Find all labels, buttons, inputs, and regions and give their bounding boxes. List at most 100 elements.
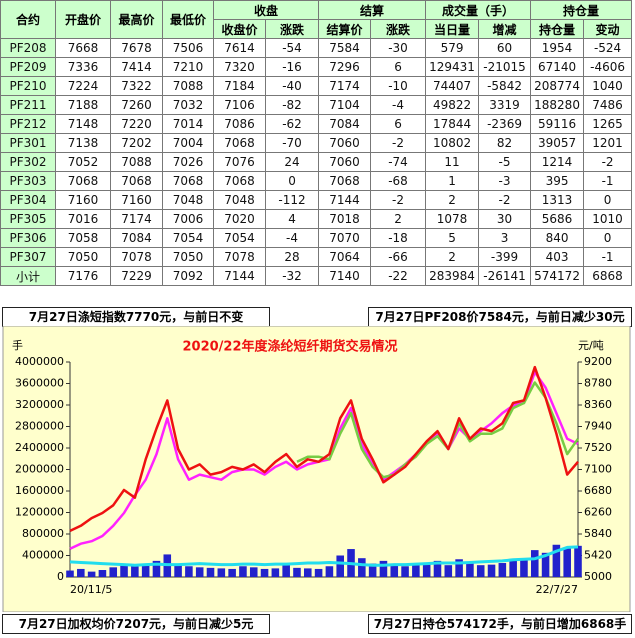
- y2-tick-label: 7940: [584, 420, 612, 433]
- cell: -4606: [583, 57, 633, 77]
- header-cell: 结算价: [318, 19, 372, 39]
- cell: 574172: [530, 266, 585, 286]
- cell: -5: [478, 152, 532, 172]
- bar: [314, 568, 323, 577]
- data-row: PF210 7224 7322 7088 7184 -40 7174 -10 74407 -584…: [0, 76, 633, 96]
- cell: 7060: [318, 152, 372, 172]
- bar: [98, 570, 107, 577]
- line: [69, 370, 579, 550]
- cell: 7068: [318, 171, 372, 191]
- header-row: 收盘价 涨跌 结算价 涨跌 当日量 增减 持仓量 变动: [1, 19, 633, 39]
- y-tick-label: 3200000: [15, 398, 64, 411]
- header-cell: 持仓量: [530, 0, 633, 20]
- cell: -2: [583, 152, 633, 172]
- cell: -2: [370, 190, 427, 210]
- cell: 7210: [162, 57, 214, 77]
- bar: [520, 558, 528, 577]
- cell: 7006: [162, 209, 214, 229]
- cell: 10802: [425, 133, 480, 153]
- header-cell: 成交量（手）: [425, 0, 532, 20]
- cell: -74: [370, 152, 427, 172]
- header-cell: 合约: [0, 0, 56, 39]
- y-tick-label: 0: [57, 570, 64, 583]
- bar: [390, 565, 399, 577]
- cell: 7229: [110, 266, 163, 286]
- cell: PF304: [0, 190, 56, 210]
- cell: -18: [370, 228, 427, 248]
- data-row: PF302 7052 7088 7026 7076 24 7060 -74 11 -5 1214 -2: [0, 152, 633, 172]
- cell: 7088: [162, 76, 214, 96]
- bar: [141, 565, 150, 577]
- cell: -30: [370, 38, 427, 58]
- y2-tick-label: 8360: [584, 398, 612, 411]
- cell: 7144: [318, 190, 372, 210]
- cell: 7048: [162, 190, 214, 210]
- cell: 82: [478, 133, 532, 153]
- y2-tick-label: 5420: [584, 549, 612, 562]
- bar: [498, 563, 507, 577]
- cell: -112: [264, 190, 320, 210]
- cell: 7260: [110, 95, 163, 115]
- bar: [293, 567, 301, 577]
- cell: 24: [264, 152, 320, 172]
- cell: 1214: [530, 152, 585, 172]
- bar: [152, 560, 161, 577]
- bar: [412, 564, 420, 577]
- cell: 7084: [318, 114, 372, 134]
- cell: 小计: [0, 266, 56, 286]
- cell: 1954: [530, 38, 585, 58]
- cell: 6: [370, 114, 427, 134]
- x-tick-label: 22/7/27: [536, 583, 578, 596]
- bar: [476, 565, 485, 577]
- data-row: PF301 7138 7202 7004 7068 -70 7060 -2 10802 82 390…: [0, 133, 633, 153]
- bar: [325, 566, 334, 577]
- cell: 7202: [110, 133, 163, 153]
- cell: 11: [425, 152, 480, 172]
- bar: [239, 566, 247, 577]
- cell: 7076: [213, 152, 266, 172]
- cell: 0: [583, 190, 633, 210]
- cell: 60: [478, 38, 532, 58]
- cell: 7004: [162, 133, 214, 153]
- cell: 7144: [213, 266, 266, 286]
- cell: -82: [264, 95, 320, 115]
- cell: 7032: [162, 95, 214, 115]
- y-tick-label: 400000: [22, 549, 64, 562]
- y2-axis-label: 元/吨: [578, 339, 604, 352]
- y-axis-label: 手: [12, 338, 23, 352]
- bar: [282, 563, 290, 577]
- cell: 7176: [55, 266, 111, 286]
- cell: -1: [583, 247, 633, 267]
- cell: PF208: [0, 38, 56, 58]
- cell: -4: [370, 95, 427, 115]
- cell: 7174: [318, 76, 372, 96]
- y-tick-label: 800000: [22, 527, 64, 540]
- bar: [422, 563, 431, 577]
- data-row: PF303 7068 7068 7068 7068 0 7068 -68 1 -3 395 -1: [0, 171, 633, 191]
- bar: [271, 568, 280, 577]
- cell: 283984: [425, 266, 480, 286]
- cell: 7068: [55, 171, 111, 191]
- y-tick-label: 1200000: [15, 506, 64, 519]
- header-cell: 收盘价: [213, 19, 266, 39]
- cell: 7060: [318, 133, 372, 153]
- bar: [444, 565, 453, 577]
- bar: [131, 566, 139, 577]
- cell: 5: [425, 228, 480, 248]
- cell: 3: [478, 228, 532, 248]
- bar: [541, 552, 550, 577]
- cell: -10: [370, 76, 427, 96]
- cell: 7068: [213, 133, 266, 153]
- cell: 579: [425, 38, 480, 58]
- cell: 1313: [530, 190, 585, 210]
- cell: 1201: [583, 133, 633, 153]
- y2-tick-label: 7520: [584, 441, 612, 454]
- cell: 7050: [162, 247, 214, 267]
- cell: 7092: [162, 266, 214, 286]
- cell: 7064: [318, 247, 372, 267]
- note: 7月27日持仓574172手，与前日增加6868手: [368, 614, 632, 634]
- cell: 7054: [213, 228, 266, 248]
- cell: 1040: [583, 76, 633, 96]
- cell: 7320: [213, 57, 266, 77]
- data-row: PF305 7016 7174 7006 7020 4 7018 2 1078 30 5686 101…: [0, 209, 633, 229]
